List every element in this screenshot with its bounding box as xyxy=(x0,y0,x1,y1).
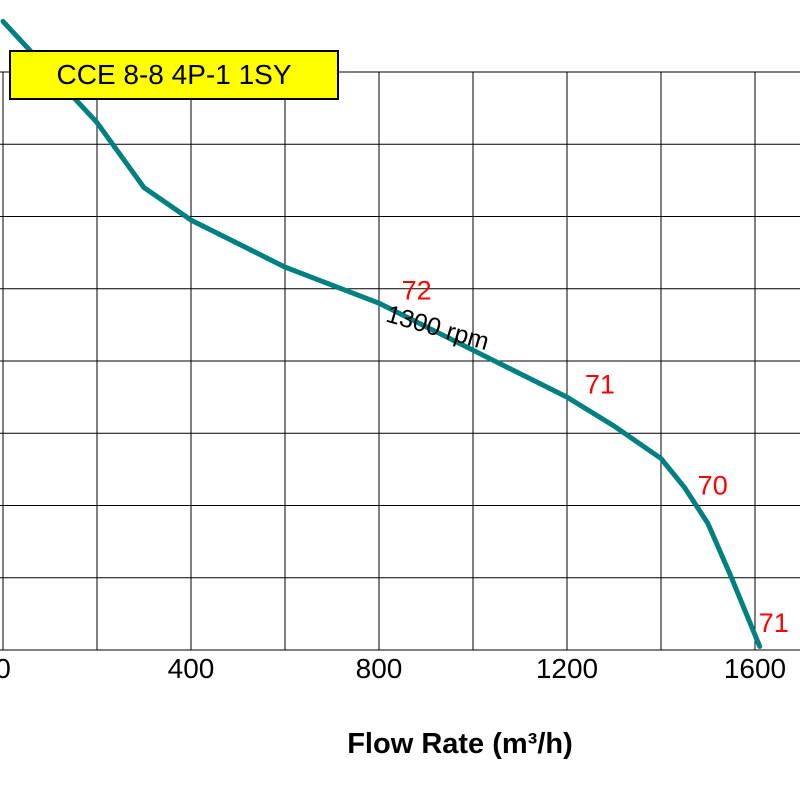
efficiency-annotation: 71 xyxy=(585,370,615,400)
chart-title-box: CCE 8-8 4P-1 1SY xyxy=(9,50,339,100)
chart-title: CCE 8-8 4P-1 1SY xyxy=(56,59,292,90)
x-tick-label: 0 xyxy=(0,653,11,684)
x-axis-label: Flow Rate (m³/h) xyxy=(347,728,573,760)
x-tick-label: 800 xyxy=(356,653,403,684)
curve-label: 1300 rpm xyxy=(383,300,492,356)
efficiency-annotation: 71 xyxy=(759,608,789,638)
x-tick-label: 400 xyxy=(168,653,215,684)
x-tick-label: 1600 xyxy=(724,653,786,684)
efficiency-annotation: 72 xyxy=(402,276,432,306)
efficiency-annotation: 70 xyxy=(698,471,728,501)
series-line xyxy=(0,18,763,649)
x-tick-label: 1200 xyxy=(536,653,598,684)
